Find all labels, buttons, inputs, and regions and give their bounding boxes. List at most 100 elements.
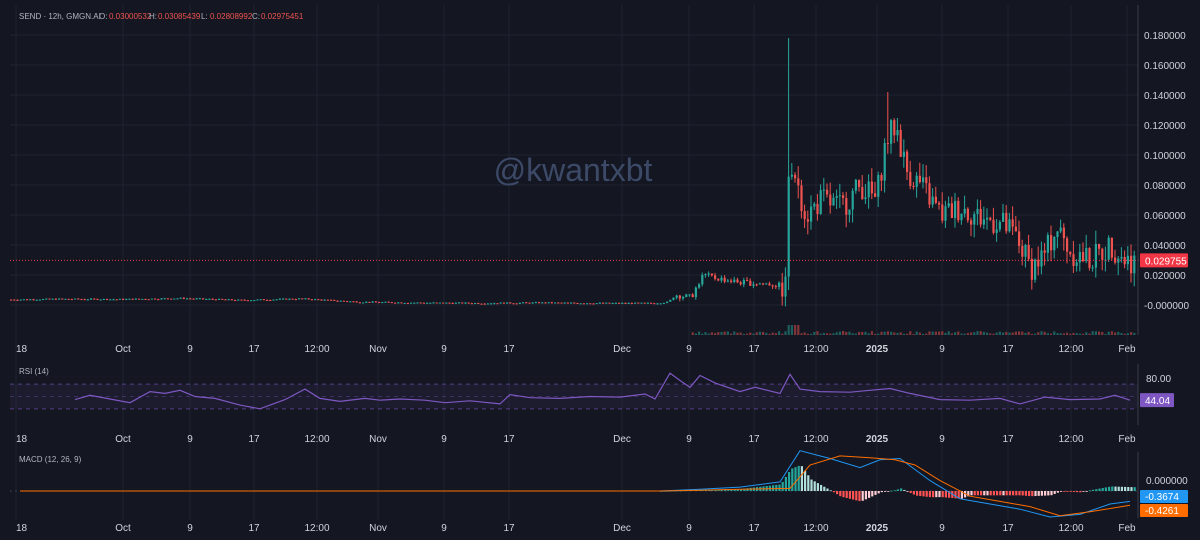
- candle-body: [851, 190, 854, 210]
- candle-body: [240, 299, 243, 301]
- candle-body: [333, 299, 336, 301]
- volume-bar: [1123, 333, 1126, 335]
- volume-bar: [954, 332, 957, 335]
- macd-tick-label: 0.000000: [1146, 476, 1188, 487]
- volume-bar: [1027, 331, 1030, 335]
- candle-body: [643, 302, 646, 304]
- volume-bar: [704, 332, 707, 335]
- time-axis-label: 17: [748, 344, 760, 355]
- volume-bar: [982, 331, 985, 335]
- time-axis-label: Dec: [613, 523, 631, 534]
- macd-histogram-bar: [877, 491, 880, 494]
- volume-bar: [1082, 333, 1085, 335]
- candle-body: [346, 301, 349, 303]
- macd-histogram-bar: [893, 490, 896, 492]
- candle-body: [816, 203, 819, 214]
- time-axis-label: 17: [748, 434, 760, 445]
- candle-body: [416, 302, 419, 304]
- open-value: 0.03000532: [109, 12, 152, 21]
- macd-pane[interactable]: MACD (12, 26, 9) 0.000000 -0.3674 -0.426…: [10, 450, 1188, 518]
- volume-bar: [1021, 331, 1024, 335]
- candle-body: [464, 302, 467, 304]
- candle-body: [784, 276, 787, 297]
- candle-body: [304, 298, 307, 300]
- candle-body: [835, 196, 838, 198]
- candle-body: [134, 298, 137, 300]
- candle-body: [541, 302, 544, 304]
- macd-histogram-bar: [1002, 491, 1005, 496]
- candle-body: [608, 302, 611, 304]
- candle-body: [234, 300, 237, 302]
- candle-body: [867, 181, 870, 198]
- volume-bar: [1117, 331, 1120, 335]
- volume-bar: [1107, 331, 1110, 335]
- macd-histogram-bar: [906, 491, 909, 492]
- candle-body: [390, 302, 393, 304]
- volume-bar: [1075, 333, 1078, 335]
- time-axis-label: 17: [248, 434, 260, 445]
- macd-histogram-bar: [858, 491, 861, 502]
- volume-bar: [717, 332, 720, 335]
- candle-body: [838, 195, 841, 197]
- candle-body: [586, 303, 589, 305]
- candle-body: [202, 298, 205, 300]
- macd-histogram-bar: [992, 491, 995, 496]
- macd-histogram-bar: [957, 491, 960, 499]
- macd-histogram-bar: [746, 488, 749, 491]
- candle-body: [691, 294, 694, 298]
- candle-body: [1053, 236, 1056, 251]
- price-tick-label: 0.140000: [1144, 91, 1186, 102]
- candle-body: [106, 298, 109, 300]
- price-pane[interactable]: @kwantxbt: [10, 34, 1140, 335]
- volume-bar: [886, 331, 889, 335]
- volume-bar: [944, 332, 947, 335]
- volume-bar: [867, 333, 870, 335]
- volume-bar: [947, 331, 950, 335]
- volume-bar: [733, 331, 736, 335]
- candle-body: [688, 294, 691, 296]
- candle-body: [896, 129, 899, 136]
- candle-body: [1123, 257, 1126, 265]
- candle-body: [477, 303, 480, 305]
- time-axis-label: 9: [187, 523, 193, 534]
- candle-body: [29, 299, 32, 301]
- time-axis-label: 17: [248, 344, 260, 355]
- volume-bar: [1130, 332, 1133, 335]
- candle-body: [35, 299, 38, 301]
- time-axis-label: 2025: [866, 523, 889, 534]
- candle-body: [602, 302, 605, 304]
- candle-body: [410, 302, 413, 304]
- candle-body: [669, 299, 672, 302]
- candle-body: [730, 280, 733, 282]
- candle-body: [467, 302, 470, 304]
- time-axis-label: 9: [939, 523, 945, 534]
- candle-body: [778, 282, 781, 287]
- candle-body: [432, 302, 435, 304]
- macd-histogram-bar: [896, 489, 899, 491]
- candle-body: [186, 298, 189, 300]
- candle-body: [848, 209, 851, 215]
- volume-bar: [845, 332, 848, 335]
- candle-body: [282, 298, 285, 300]
- rsi-pane[interactable]: RSI (14) 80.00 44.04: [10, 364, 1174, 425]
- candle-body: [960, 213, 963, 221]
- volume-bar: [864, 331, 867, 335]
- candle-body: [618, 302, 621, 304]
- macd-histogram-bar: [724, 489, 727, 491]
- candle-body: [138, 298, 141, 300]
- macd-histogram-bar: [1069, 491, 1072, 492]
- candle-body: [1091, 267, 1094, 269]
- candle-body: [301, 298, 304, 300]
- candle-body: [122, 298, 125, 300]
- price-axis[interactable]: 0.180000 0.160000 0.140000 0.120000 0.100000…: [1137, 5, 1189, 335]
- candle-body: [1114, 257, 1117, 263]
- volume-bar: [1056, 333, 1059, 335]
- volume-bar: [714, 333, 717, 335]
- candle-body: [566, 302, 569, 304]
- candle-body: [621, 302, 624, 304]
- candle-body: [298, 298, 301, 300]
- volume-bar: [1114, 332, 1117, 335]
- candle-body: [246, 300, 249, 302]
- volume-bar: [912, 333, 915, 335]
